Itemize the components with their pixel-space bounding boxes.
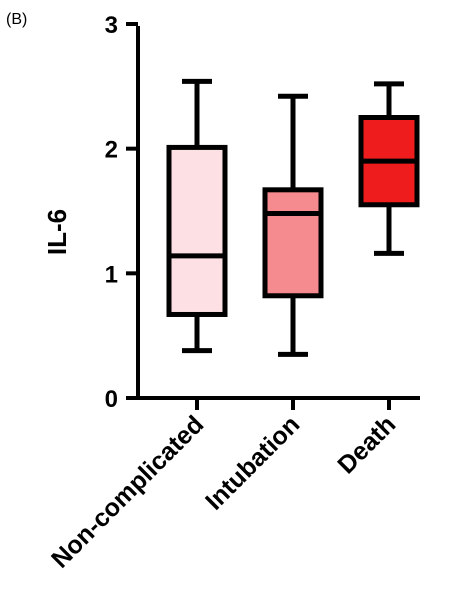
y-tick-label-0: 0 xyxy=(105,386,118,413)
iqr-box-1 xyxy=(262,187,324,299)
y-tick-label-3: 3 xyxy=(105,12,118,39)
y-tick-label-1: 1 xyxy=(105,261,118,288)
box-0 xyxy=(166,78,228,354)
y-ticks: 0 1 2 3 xyxy=(105,12,138,413)
x-tick-label-1: Intubation xyxy=(200,410,305,515)
iqr-box-0 xyxy=(166,144,228,317)
box-2 xyxy=(358,81,420,256)
y-tick-label-2: 2 xyxy=(105,137,118,164)
panel-label: (B) xyxy=(6,11,27,28)
box-1 xyxy=(262,93,324,357)
x-tick-label-2: Death xyxy=(332,410,401,479)
x-tick-label-0: Non-complicated xyxy=(46,410,209,573)
box-series xyxy=(166,78,420,357)
y-axis-label: IL-6 xyxy=(42,209,72,255)
